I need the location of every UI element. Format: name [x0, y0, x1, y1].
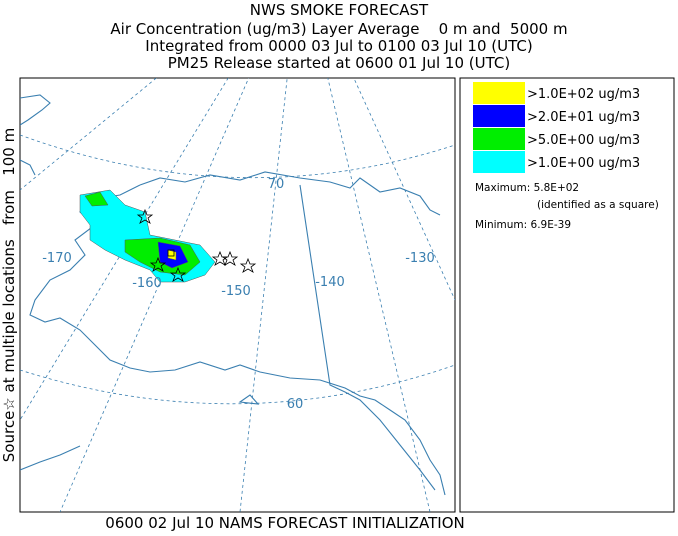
footer: 0600 02 Jul 10 NAMS FORECAST INITIALIZAT… [105, 514, 464, 532]
lon-label: -160 [132, 276, 162, 291]
legend-label: >5.0E+00 ug/m3 [527, 133, 640, 148]
smoke-plume [79, 189, 216, 283]
maximum-note: (identified as a square) [537, 199, 659, 211]
title: NWS SMOKE FORECAST [250, 1, 429, 19]
legend: Maximum: 5.8E+02 (identified as a square… [459, 77, 675, 513]
lat-label: 60 [287, 397, 304, 412]
subtitle: PM25 Release started at 0600 01 Jul 10 (… [168, 54, 510, 72]
legend-swatch [473, 128, 525, 150]
source-markers [136, 208, 257, 282]
legend-swatch [473, 105, 525, 127]
side-label: Source☆ at multiple locations from 100 m [0, 128, 18, 462]
maximum: Maximum: 5.8E+02 [475, 182, 579, 194]
lat-label: 70 [268, 177, 285, 192]
subtitle: Air Concentration (ug/m3) Layer Average … [110, 20, 567, 38]
legend-swatch [473, 82, 525, 104]
lon-label: -170 [42, 251, 72, 266]
map: -170 -160 -150 -140 -130 70 60 [19, 77, 456, 513]
legend-label: >1.0E+00 ug/m3 [527, 156, 640, 171]
minimum: Minimum: 6.9E-39 [475, 219, 571, 231]
graticule [20, 78, 455, 512]
plume [167, 249, 177, 261]
subtitle: Integrated from 0000 03 Jul to 0100 03 J… [145, 37, 532, 55]
lon-label: -150 [221, 284, 251, 299]
legend-swatch [473, 151, 525, 173]
legend-label: >2.0E+01 ug/m3 [527, 110, 640, 125]
legend-label: >1.0E+02 ug/m3 [527, 87, 640, 102]
lon-label: -140 [315, 275, 345, 290]
legend-frame [459, 77, 675, 513]
coastline [20, 94, 446, 496]
lon-label: -130 [405, 251, 435, 266]
map-frame [19, 77, 456, 513]
